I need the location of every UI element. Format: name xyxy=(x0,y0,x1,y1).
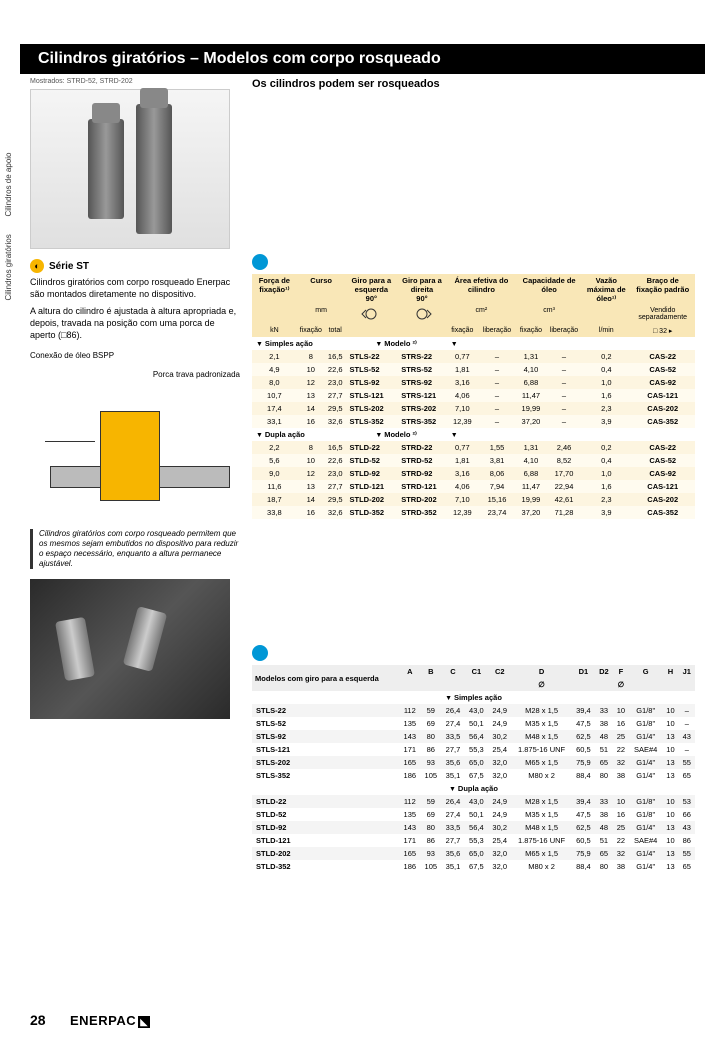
series-title: Série ST xyxy=(49,261,89,272)
th: Força de fixação¹⁾ xyxy=(252,274,297,305)
th: Curso xyxy=(297,274,346,305)
application-photo xyxy=(30,579,230,719)
sub-heading: Os cilindros podem ser rosqueados xyxy=(252,78,695,90)
th: Modelos com giro para a esquerda xyxy=(252,665,399,691)
diagram-label: Porca trava padronizada xyxy=(30,370,240,379)
side-tab: Cilindros de apoio xyxy=(4,152,13,216)
figure-caption: Mostrados: STRD-52, STRD-202 xyxy=(30,78,240,85)
table-icon xyxy=(252,645,268,661)
note-text: Cilindros giratórios com corpo rosqueado… xyxy=(30,529,240,569)
diagram-label: Conexão de óleo BSPP xyxy=(30,351,240,360)
diagram xyxy=(30,381,230,521)
brand-logo: ENERPAC◣ xyxy=(70,1013,150,1028)
th: Vazão máxima de óleo¹⁾ xyxy=(582,274,630,305)
product-image xyxy=(30,89,230,249)
th: Capacidade de óleo xyxy=(516,274,582,305)
body-text: A altura do cilindro é ajustada à altura… xyxy=(30,306,240,341)
table-icon xyxy=(252,254,268,270)
th: Braço de fixação padrão xyxy=(630,274,695,305)
spec-table: Força de fixação¹⁾ Curso Giro para a esq… xyxy=(252,274,695,519)
th: Giro para a esquerda90° xyxy=(346,274,398,305)
dimension-table: Modelos com giro para a esquerda AB CC1 … xyxy=(252,665,695,873)
series-icon: ◐ xyxy=(30,259,44,273)
th: Área efetiva do cilindro xyxy=(447,274,516,305)
side-tab: Cilindros giratórios xyxy=(4,234,13,300)
page-number: 28 xyxy=(30,1012,46,1028)
side-tabs: Cilindros giratórios Cilindros de apoio xyxy=(4,144,13,309)
body-text: Cilindros giratórios com corpo rosqueado… xyxy=(30,277,240,300)
th: Giro para a direita90° xyxy=(397,274,447,305)
page-title: Cilindros giratórios – Modelos com corpo… xyxy=(20,44,705,74)
